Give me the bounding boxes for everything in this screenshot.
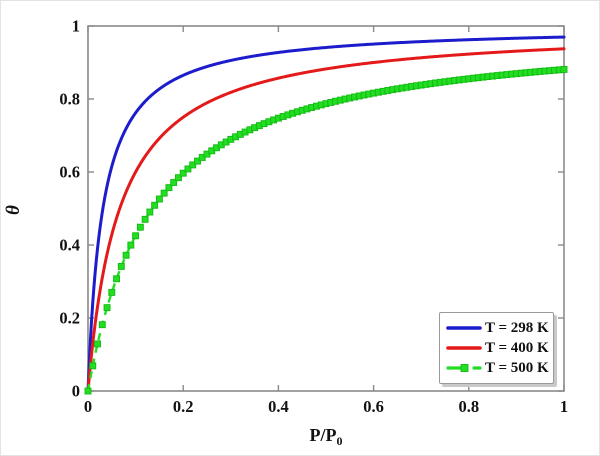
series-marker-square (98, 321, 106, 329)
series-marker-square (94, 340, 101, 348)
series-marker-square (84, 387, 92, 395)
series-marker-square (103, 304, 111, 312)
y-tick-label: 0.4 (59, 236, 80, 255)
series-marker-square (122, 251, 130, 259)
legend-line-sample-500k (446, 364, 482, 372)
x-tick-label: 1 (560, 397, 568, 416)
series-marker-square (174, 174, 182, 182)
series-marker-square (184, 165, 192, 173)
x-tick-label: 0.6 (363, 397, 384, 416)
y-axis-label: θ (2, 205, 24, 215)
series-marker-square (117, 263, 125, 270)
series-marker-square (127, 241, 135, 249)
x-tick-label: 0.2 (173, 397, 194, 416)
legend: T = 298 K T = 400 K T = 500 K (439, 312, 554, 384)
series-marker-square (151, 201, 159, 209)
series-marker-square (189, 161, 197, 169)
series-curve (86, 47, 566, 393)
series-marker-square (136, 223, 144, 231)
series-curve (86, 35, 566, 393)
series-marker-square (160, 189, 168, 197)
legend-label-400k: T = 400 K (485, 339, 549, 356)
series-marker-square (89, 362, 97, 370)
y-tick-label: 1 (72, 17, 80, 36)
series-marker-square (194, 157, 201, 165)
x-axis-label-main: P/P (309, 425, 337, 445)
series-marker-square (179, 169, 187, 177)
series-marker-square (155, 195, 163, 203)
series-marker-square (141, 215, 149, 223)
series-marker-square (170, 179, 178, 186)
x-tick-label: 0 (84, 397, 92, 416)
x-tick-label: 0.4 (268, 397, 289, 416)
series-marker-square (146, 208, 154, 216)
y-tick-label: 0.6 (59, 163, 80, 182)
x-tick-label: 0.8 (458, 397, 479, 416)
legend-label-298k: T = 298 K (485, 319, 549, 336)
y-tick-label: 0 (72, 382, 80, 401)
series-marker-square (132, 232, 140, 240)
series-marker-square (108, 288, 116, 296)
series-marker-square (165, 184, 173, 192)
legend-line-sample-400k (446, 346, 482, 350)
legend-label-500k: T = 500 K (485, 359, 549, 376)
legend-entry-298k: T = 298 K (446, 318, 549, 338)
x-axis-label-subscript: 0 (336, 434, 343, 448)
series-marker-square (560, 65, 568, 73)
legend-entry-400k: T = 400 K (446, 338, 549, 358)
legend-line-sample-298k (446, 326, 482, 330)
y-tick-label: 0.2 (59, 309, 80, 328)
y-tick-label: 0.8 (59, 90, 80, 109)
series-marker-square (113, 275, 121, 283)
plot-frame (87, 25, 565, 392)
x-axis-label: P/P0 (88, 425, 564, 449)
legend-entry-500k: T = 500 K (446, 358, 549, 378)
